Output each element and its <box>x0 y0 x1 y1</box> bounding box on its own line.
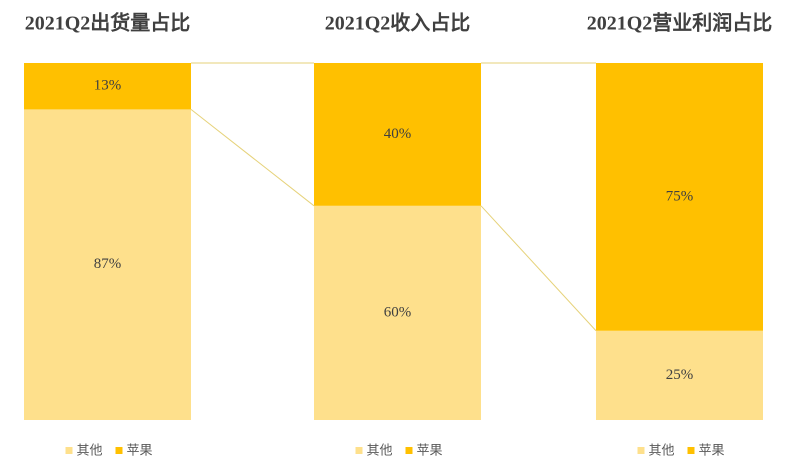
data-label: 60% <box>384 304 412 320</box>
bar-segment <box>24 63 191 110</box>
legend-swatch <box>355 447 363 454</box>
connector <box>480 205 597 332</box>
legend-label: 其他 <box>367 444 393 459</box>
bar-segment <box>24 109 191 420</box>
data-label: 25% <box>666 367 694 383</box>
legend-swatch <box>115 447 123 454</box>
chart-title: 2021Q2营业利润占比 <box>587 11 773 35</box>
bar-segment <box>596 330 763 420</box>
legend-swatch <box>65 447 73 454</box>
legend-label: 其他 <box>77 444 103 459</box>
connector <box>190 109 315 207</box>
legend-label: 苹果 <box>417 444 443 459</box>
legend-label: 其他 <box>649 444 675 459</box>
bar-segment <box>314 205 481 420</box>
data-label: 87% <box>94 256 122 272</box>
legend-label: 苹果 <box>699 444 725 459</box>
data-label: 13% <box>94 78 122 94</box>
data-label: 75% <box>666 188 694 204</box>
legend-swatch <box>637 447 645 454</box>
legend-label: 苹果 <box>127 444 153 459</box>
legend-swatch <box>687 447 695 454</box>
chart-title: 2021Q2出货量占比 <box>25 11 191 35</box>
chart-title: 2021Q2收入占比 <box>325 11 471 35</box>
data-label: 40% <box>384 126 412 142</box>
legend-swatch <box>405 447 413 454</box>
bar-segment <box>314 63 481 206</box>
bar-segment <box>596 63 763 331</box>
